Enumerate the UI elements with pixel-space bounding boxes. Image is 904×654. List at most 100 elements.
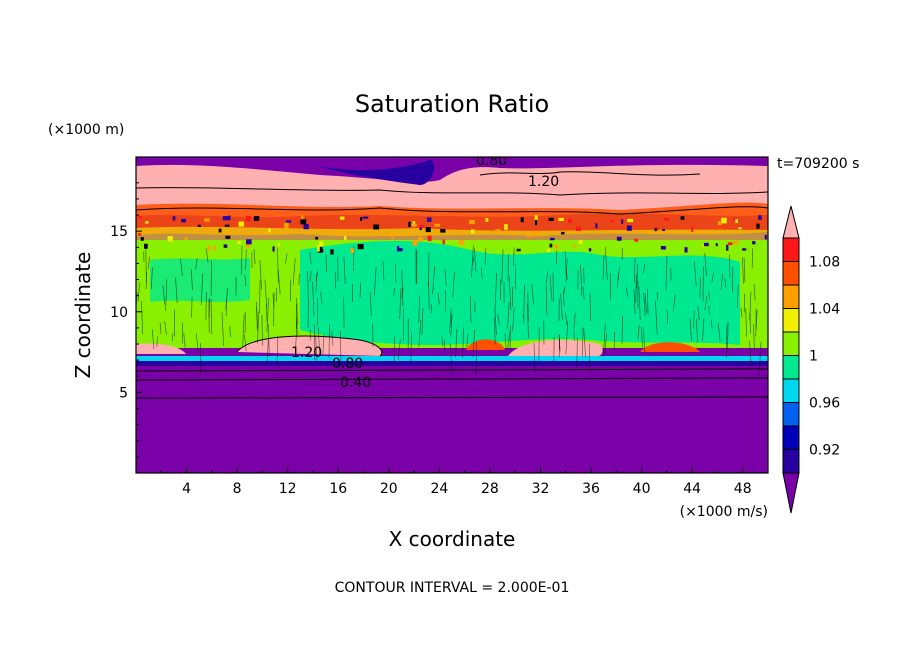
contour-squiggle — [555, 250, 558, 265]
speckle — [684, 247, 688, 253]
colorbar-high-extension — [782, 205, 800, 239]
contour-squiggle — [257, 311, 260, 344]
contour-squiggle — [296, 297, 298, 324]
contour-squiggle — [450, 344, 453, 378]
speckle — [756, 223, 760, 229]
contour-squiggle — [205, 248, 209, 263]
speckle — [534, 219, 538, 226]
contour-squiggle — [277, 247, 279, 283]
x-tick-label: 44 — [683, 481, 701, 497]
contour-squiggle — [513, 247, 515, 266]
contour-squiggle — [644, 293, 647, 313]
contour-squiggle — [512, 307, 515, 332]
speckle — [397, 248, 403, 252]
saturation-field: 0.80 1.20 1.20 0.80 0.40 — [136, 157, 768, 473]
speckle — [609, 219, 613, 222]
x-axis-title: X coordinate — [389, 527, 516, 551]
upper-supersaturated-layer — [136, 164, 768, 218]
speckle — [727, 242, 733, 246]
contour-squiggle — [394, 263, 397, 283]
colorbar-box — [782, 331, 800, 356]
contour-squiggle — [507, 330, 511, 348]
contour-squiggle — [565, 312, 568, 326]
colorbar-box — [782, 261, 800, 286]
contour-squiggle — [564, 250, 567, 276]
contour-low-2 — [136, 377, 768, 381]
contour-squiggle — [643, 292, 646, 317]
contour-squiggle — [421, 308, 424, 335]
speckle — [742, 248, 747, 251]
contour-squiggle — [758, 341, 762, 376]
speckle — [595, 223, 598, 229]
speckle — [752, 241, 756, 245]
y-tick-label: 15 — [110, 224, 128, 240]
low-lens-left — [136, 343, 186, 354]
contour-squiggle — [259, 259, 262, 290]
contour-squiggle — [276, 335, 279, 367]
contour-squiggle — [418, 296, 420, 323]
contour-squiggle — [711, 272, 715, 283]
y-tick-label: 10 — [110, 305, 128, 321]
contour-squiggle — [696, 319, 698, 343]
contour-squiggle — [604, 333, 607, 357]
contour-label-3: 1.20 — [291, 345, 322, 361]
contour-squiggle — [373, 267, 377, 296]
contour-squiggle — [315, 335, 318, 362]
contour-squiggle — [312, 281, 315, 316]
mid-moist-core — [300, 240, 740, 345]
contour-squiggle — [441, 336, 444, 347]
speckle — [469, 220, 475, 225]
low-lens-3 — [640, 342, 700, 352]
speckle — [412, 240, 418, 246]
speckle — [726, 244, 729, 251]
contour-squiggle — [466, 333, 469, 348]
contour-squiggle — [563, 286, 566, 295]
speckle — [204, 218, 210, 222]
speckle — [735, 219, 739, 224]
speckle — [715, 243, 718, 247]
colorbar: 1.08 1.04 1 0.96 0.92 — [782, 205, 840, 514]
speckle — [732, 217, 736, 221]
contour-squiggle — [533, 343, 536, 374]
speckle — [504, 224, 508, 230]
contour-squiggle — [369, 291, 372, 316]
contour-squiggle — [242, 314, 245, 348]
speckle — [272, 246, 275, 252]
contour-squiggle — [432, 266, 435, 295]
contour-squiggle — [643, 328, 646, 355]
contour-squiggle — [740, 307, 743, 318]
contour-squiggle — [325, 254, 327, 273]
contour-squiggle — [256, 307, 258, 331]
colorbar-box — [782, 449, 800, 474]
contour-upper-1 — [136, 187, 768, 196]
speckle — [568, 218, 573, 223]
speckle — [228, 215, 231, 221]
contour-squiggle — [180, 258, 183, 276]
x-tick-label: 20 — [380, 481, 398, 497]
x-tick-label: 12 — [279, 481, 297, 497]
speckle — [197, 224, 201, 228]
speckle — [225, 235, 231, 239]
speckle — [145, 221, 149, 224]
speckle — [680, 216, 685, 220]
contour-label-4: 0.80 — [332, 356, 363, 372]
colorbar-low-extension — [782, 472, 800, 514]
colorbar-box — [782, 308, 800, 333]
contour-squiggle — [694, 261, 697, 287]
contour-squiggle — [328, 324, 331, 358]
contour-squiggle — [702, 318, 705, 342]
contour-squiggle — [743, 257, 746, 283]
speckle — [588, 248, 592, 252]
contour-squiggle — [665, 256, 668, 291]
contour-squiggle — [508, 276, 512, 311]
colorbar-box — [782, 378, 800, 403]
contour-squiggle — [581, 327, 584, 357]
contour-squiggle — [151, 329, 155, 349]
contour-squiggle — [580, 264, 583, 297]
contour-squiggle — [708, 305, 710, 315]
contour-squiggle — [497, 314, 500, 325]
contour-squiggle — [190, 269, 193, 291]
contour-squiggle — [266, 297, 270, 332]
speckle — [549, 237, 555, 241]
